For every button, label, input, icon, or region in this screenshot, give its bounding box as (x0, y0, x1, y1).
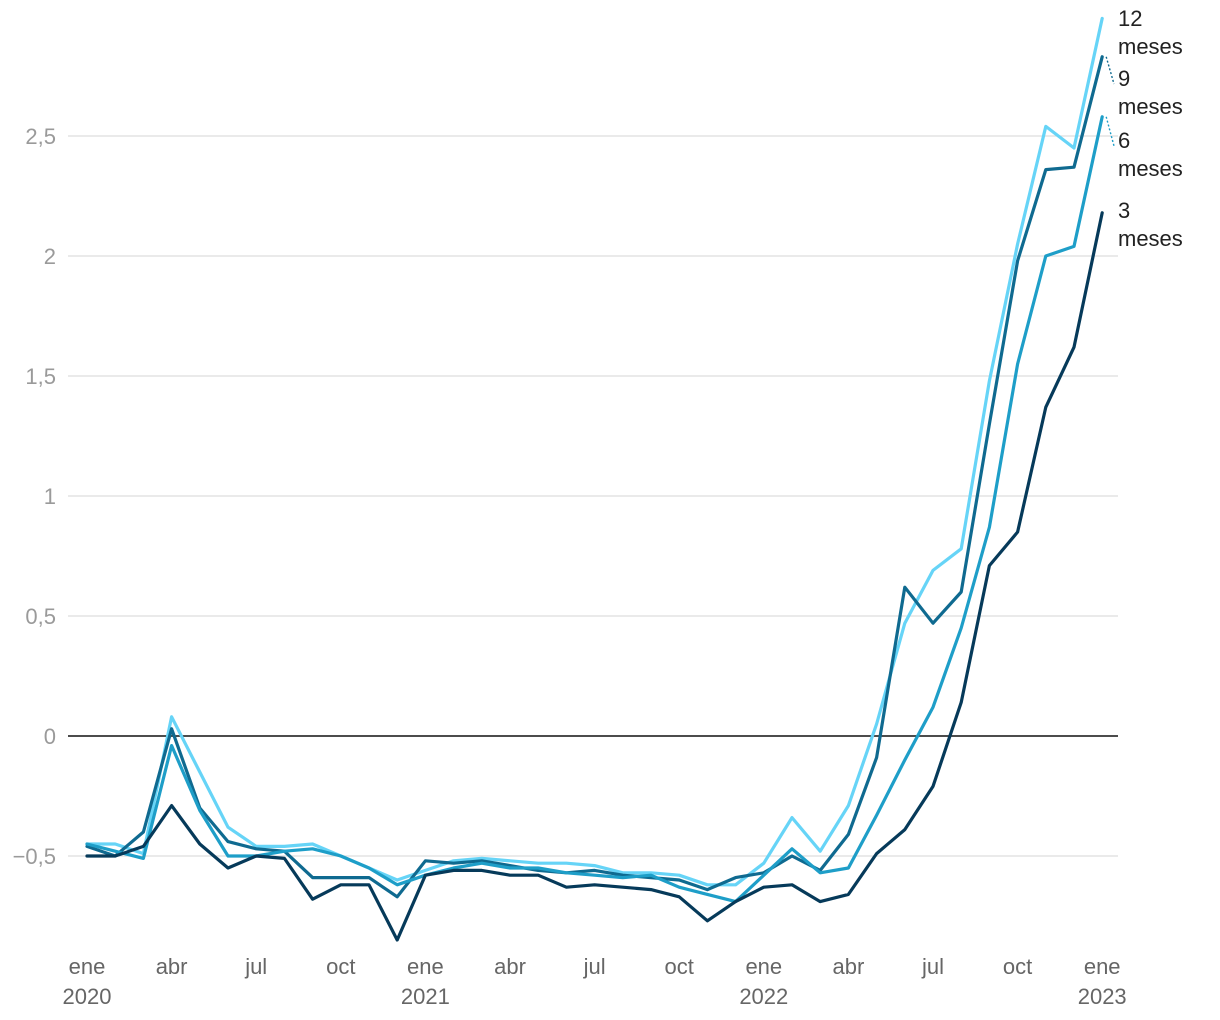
x-tick-label: abr (833, 954, 865, 979)
series-label: meses (1118, 226, 1183, 251)
y-tick-label: 0 (44, 724, 56, 749)
x-tick-label: jul (244, 954, 267, 979)
x-tick-label: ene (1084, 954, 1121, 979)
x-tick-year-label: 2023 (1078, 984, 1127, 1009)
series-labels: 12 meses 9 meses 6 meses 3 meses (1105, 6, 1183, 251)
gridlines (68, 135, 1118, 857)
series-label: 6 (1118, 128, 1130, 153)
x-tick-year-label: 2020 (63, 984, 112, 1009)
label-leader (1105, 116, 1115, 147)
series-line-9-meses (85, 55, 1104, 899)
x-tick-year-label: 2022 (739, 984, 788, 1009)
x-axis-ticks: ene 2020 abr jul oct ene 2021 abr jul oct ene 2022 a… (63, 954, 1127, 1009)
y-tick-label: −0,5 (13, 844, 56, 869)
series-label: 9 (1118, 66, 1130, 91)
x-tick-label: abr (156, 954, 188, 979)
series-label: 12 (1118, 6, 1142, 31)
x-tick-label: ene (69, 954, 106, 979)
series-label: 3 (1118, 198, 1130, 223)
series-lines (85, 16, 1104, 942)
x-tick-label: oct (326, 954, 355, 979)
x-tick-label: ene (745, 954, 782, 979)
x-tick-label: oct (1003, 954, 1032, 979)
series-line-12-meses (85, 16, 1104, 887)
series-label: meses (1118, 34, 1183, 59)
x-tick-label: ene (407, 954, 444, 979)
label-leader (1105, 56, 1115, 85)
series-line-6-meses (85, 115, 1104, 904)
y-tick-label: 0,5 (25, 604, 56, 629)
y-axis-ticks: −0,5 0 0,5 1 1,5 2 2,5 (13, 124, 56, 869)
x-tick-label: jul (921, 954, 944, 979)
y-tick-label: 2,5 (25, 124, 56, 149)
y-tick-label: 2 (44, 244, 56, 269)
x-tick-year-label: 2021 (401, 984, 450, 1009)
y-tick-label: 1,5 (25, 364, 56, 389)
x-tick-label: jul (583, 954, 606, 979)
series-label: meses (1118, 94, 1183, 119)
y-tick-label: 1 (44, 484, 56, 509)
x-tick-label: oct (665, 954, 694, 979)
series-label: meses (1118, 156, 1183, 181)
series-line-3-meses (85, 211, 1104, 942)
x-tick-label: abr (494, 954, 526, 979)
